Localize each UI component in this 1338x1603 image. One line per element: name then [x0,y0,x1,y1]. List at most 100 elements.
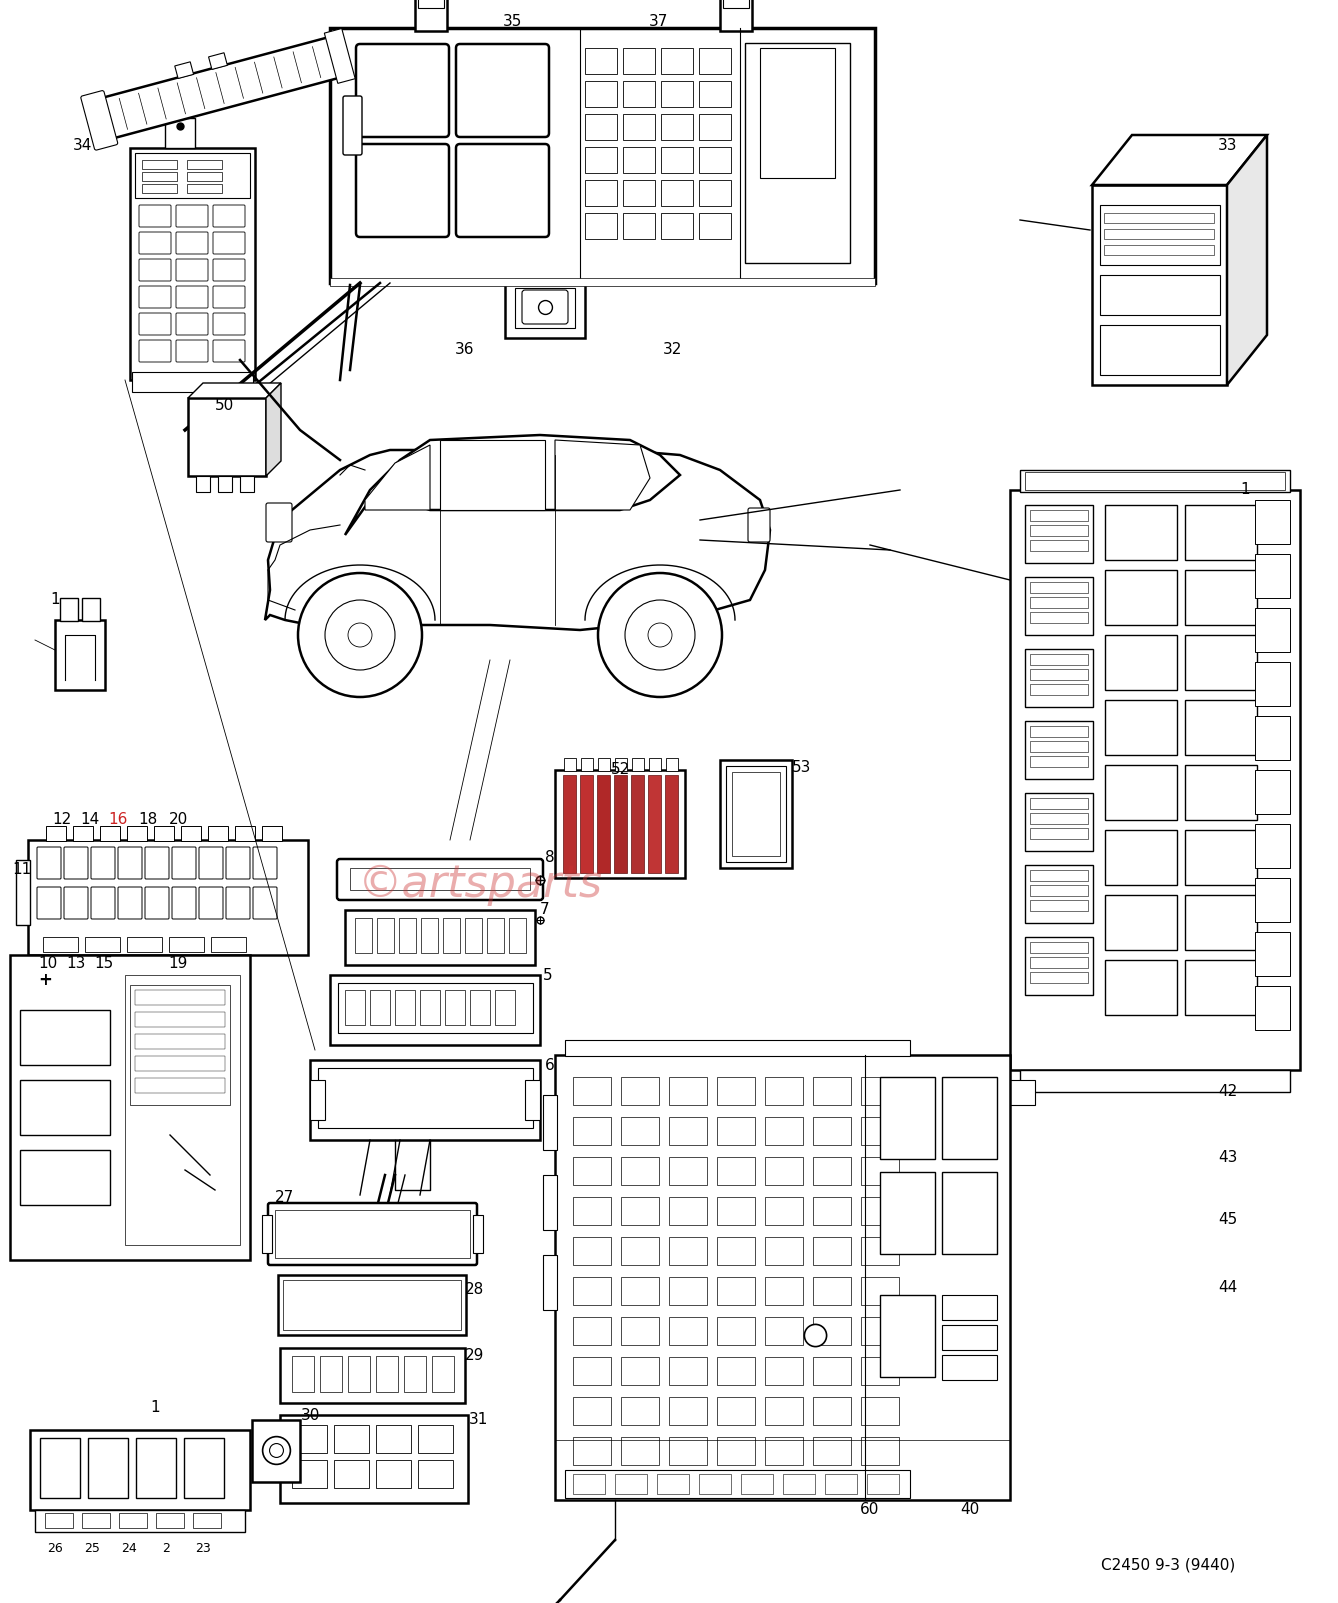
Bar [169,938,203,952]
FancyBboxPatch shape [253,886,277,919]
FancyBboxPatch shape [266,503,292,542]
Bar [40,1438,80,1497]
Bar [860,1358,899,1385]
Text: 15: 15 [95,955,114,970]
Bar [661,147,693,173]
Bar [624,82,656,107]
Bar [1105,894,1177,951]
Bar [135,991,225,1005]
Bar [334,1425,369,1452]
Bar [717,1358,755,1385]
Bar [775,183,800,205]
Bar [573,1436,611,1465]
Circle shape [598,572,723,697]
Bar [1238,316,1256,345]
Bar [345,991,365,1024]
FancyBboxPatch shape [177,232,207,253]
Text: 32: 32 [662,343,681,357]
Bar [942,1077,997,1159]
Bar [661,213,693,239]
Bar [142,184,177,192]
Bar [666,758,678,771]
Bar [775,127,800,149]
Polygon shape [265,450,769,630]
Bar [860,1238,899,1265]
Text: 33: 33 [1219,138,1238,152]
Bar [632,758,644,771]
Text: 5: 5 [543,968,553,983]
Bar [1255,769,1290,814]
Bar [698,147,731,173]
Bar [765,1358,803,1385]
Bar [745,99,769,120]
Bar [760,48,835,178]
Bar [765,1117,803,1145]
Bar [669,1436,706,1465]
Text: 37: 37 [649,14,668,29]
Bar [136,1438,177,1497]
Bar [1104,245,1214,255]
FancyBboxPatch shape [253,846,277,878]
Bar [82,598,100,620]
Bar [1104,213,1214,223]
FancyBboxPatch shape [226,846,250,878]
Bar [1030,684,1088,696]
Bar [474,1215,483,1254]
Bar [573,1278,611,1305]
Bar [16,859,29,925]
Bar [1030,757,1088,766]
Bar [775,212,800,232]
Bar [698,48,731,74]
Bar [334,1460,369,1488]
Bar [1105,960,1177,1015]
Polygon shape [440,439,545,510]
Bar [1030,510,1088,521]
Bar [717,1278,755,1305]
Bar [543,1095,557,1149]
Bar [621,1436,660,1465]
Bar [1092,184,1227,385]
Text: 18: 18 [138,813,158,827]
FancyBboxPatch shape [139,232,171,253]
Bar [814,1157,851,1185]
Bar [100,826,120,842]
FancyBboxPatch shape [213,232,245,253]
Bar [698,180,731,207]
Bar [615,1475,648,1494]
FancyBboxPatch shape [177,205,207,228]
Bar [573,1238,611,1265]
Bar [157,1513,185,1528]
Bar [573,1117,611,1145]
Bar [723,0,749,8]
Bar [470,991,490,1024]
Polygon shape [1227,135,1267,385]
Bar [765,1077,803,1104]
Bar [1025,577,1093,635]
Bar [880,1295,935,1377]
Bar [621,1197,660,1225]
FancyBboxPatch shape [199,886,223,919]
Bar [142,160,177,168]
Bar [175,63,194,79]
Bar [1105,830,1177,885]
FancyBboxPatch shape [139,313,171,335]
Bar [135,1034,225,1048]
FancyBboxPatch shape [213,260,245,281]
Bar [621,1318,660,1345]
Bar [621,1238,660,1265]
Bar [1105,635,1177,689]
Text: 30: 30 [300,1407,320,1422]
Bar [942,1355,997,1380]
Bar [814,1358,851,1385]
Bar [579,774,593,874]
Bar [745,183,769,205]
Bar [20,1080,110,1135]
Bar [860,1318,899,1345]
Bar [20,1149,110,1205]
Bar [1010,491,1301,1069]
Bar [417,1460,454,1488]
Bar [621,1396,660,1425]
Bar [1030,741,1088,752]
Text: 16: 16 [108,813,127,827]
Bar [717,1238,755,1265]
